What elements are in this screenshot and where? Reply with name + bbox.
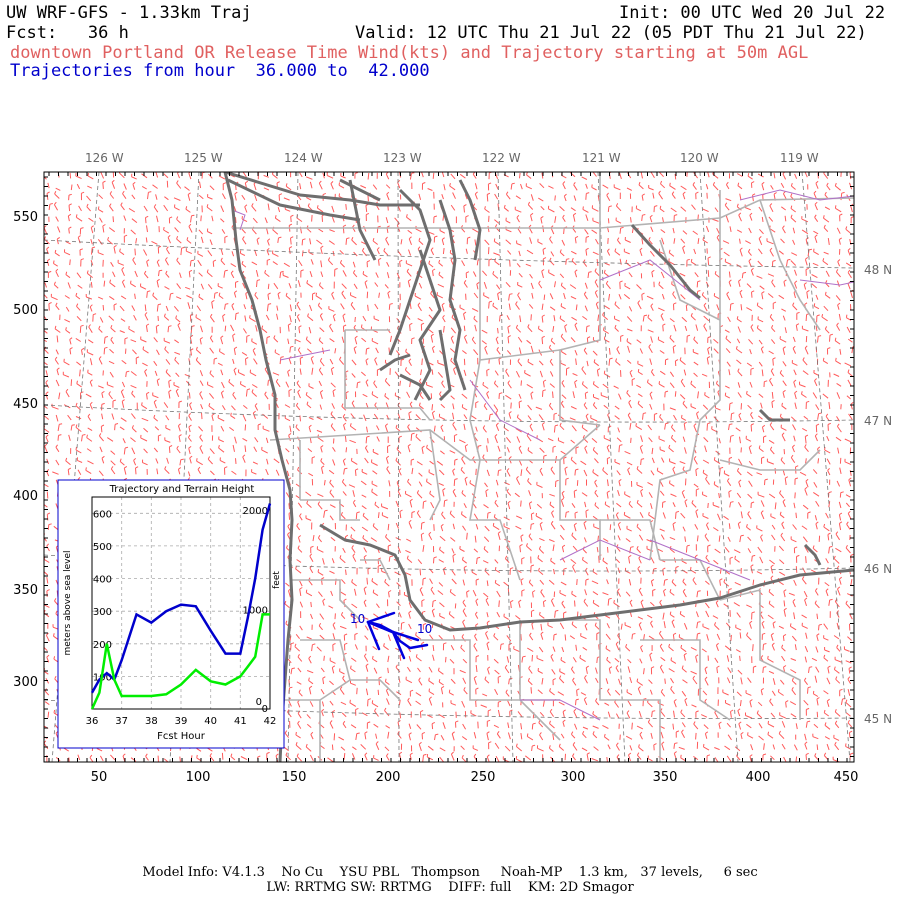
x-tick-label: 250 <box>471 770 496 785</box>
lon-label: 121 W <box>582 151 621 165</box>
inset-right-tick-label: 2000 <box>243 506 268 517</box>
county-lines <box>232 172 854 762</box>
rivers <box>231 189 854 721</box>
x-tick-label: 350 <box>653 770 678 785</box>
inset-x-tick-label: 36 <box>86 716 99 727</box>
lat-label: 48 N <box>864 263 892 277</box>
inset-right-tick-label: 1000 <box>243 606 268 617</box>
x-tick-label: 450 <box>834 770 859 785</box>
inset-x-tick-label: 40 <box>204 716 217 727</box>
header-traj-hours: Trajectories from hour 36.000 to 42.000 <box>10 61 430 81</box>
trajectory-label-start: 10 <box>350 612 365 626</box>
inset-x-tick-label: 41 <box>234 716 247 727</box>
inset-ylabel-left: meters above sea level <box>63 550 73 655</box>
coastline <box>223 172 854 762</box>
inset-x-tick-label: 38 <box>145 716 158 727</box>
inset-left-tick-label: 200 <box>93 640 112 651</box>
x-tick-label: 150 <box>282 770 307 785</box>
inset-ylabel-right: feet <box>272 571 282 589</box>
inset-grid-lines <box>92 497 270 709</box>
inset-title: Trajectory and Terrain Height <box>109 484 255 495</box>
x-tick-label: 50 <box>91 770 108 785</box>
y-tick-label: 450 <box>13 397 38 412</box>
trajectory-height-line <box>90 503 272 694</box>
y-tick-label: 500 <box>13 303 38 318</box>
x-tick-label: 300 <box>561 770 586 785</box>
header-subtitle: downtown Portland OR Release Time Wind(k… <box>10 43 809 63</box>
x-tick-label: 100 <box>186 770 211 785</box>
inset-grid <box>92 497 270 709</box>
lat-label: 45 N <box>864 712 892 726</box>
lat-lon-grid <box>44 172 854 762</box>
inset-left-tick-label: 400 <box>93 575 112 586</box>
inset-plot-frame <box>91 496 271 710</box>
header-valid: Valid: 12 UTC Thu 21 Jul 22 (05 PDT Thu … <box>355 23 867 43</box>
lon-label: 120 W <box>680 151 719 165</box>
y-tick-label: 350 <box>13 583 38 598</box>
inset-x-tick-label: 39 <box>175 716 188 727</box>
inset-x-tick-label: 42 <box>264 716 277 727</box>
map-border <box>43 171 855 763</box>
inset-xlabel: Fcst Hour <box>157 731 206 742</box>
inset-left-tick-label: 500 <box>93 542 112 553</box>
trajectory-label-end: 10 <box>417 622 432 636</box>
lon-label: 126 W <box>85 151 124 165</box>
border-ticks <box>44 172 854 762</box>
footer-physics-info: LW: RRTMG SW: RRTMG DIFF: full KM: 2D Sm… <box>266 880 634 895</box>
footer-model-info: Model Info: V4.1.3 No Cu YSU PBL Thompso… <box>142 865 758 880</box>
x-tick-label: 400 <box>746 770 771 785</box>
inset-left-tick-label: 0 <box>262 704 268 715</box>
y-tick-label: 400 <box>13 489 38 504</box>
header-title: UW WRF-GFS - 1.33km Traj <box>6 3 252 23</box>
x-tick-label: 200 <box>376 770 401 785</box>
inset-left-tick-label: 300 <box>93 607 112 618</box>
lon-label: 124 W <box>284 151 323 165</box>
lon-label: 125 W <box>184 151 223 165</box>
y-tick-label: 550 <box>13 210 38 225</box>
lat-label: 47 N <box>864 414 892 428</box>
terrain-height-line <box>90 613 270 710</box>
lon-label: 119 W <box>780 151 819 165</box>
inset-right-tick-label: 0 <box>256 697 262 708</box>
inset-x-tick-label: 37 <box>115 716 128 727</box>
trajectory-paths <box>366 611 429 660</box>
lon-label: 123 W <box>383 151 422 165</box>
map-tick-marks <box>44 172 854 762</box>
y-tick-label: 300 <box>13 675 38 690</box>
lon-label: 122 W <box>482 151 521 165</box>
inset-chart: Trajectory and Terrain Height 1002003004… <box>57 479 285 749</box>
lat-label: 46 N <box>864 562 892 576</box>
inset-left-tick-label: 600 <box>93 509 112 520</box>
header-init: Init: 00 UTC Wed 20 Jul 22 <box>619 3 886 23</box>
header-fcst: Fcst: 36 h <box>6 23 129 43</box>
